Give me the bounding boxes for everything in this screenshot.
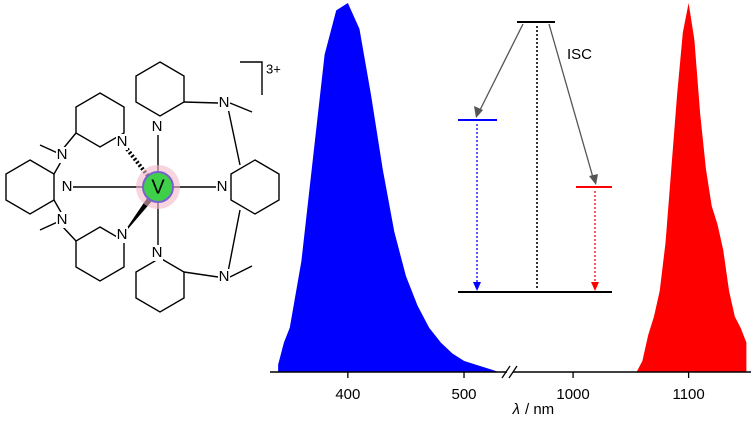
atom-bg bbox=[151, 245, 163, 261]
atom-bg bbox=[216, 179, 228, 195]
atom-label: N bbox=[117, 133, 128, 150]
x-label-unit: / nm bbox=[525, 401, 554, 418]
atom-bg bbox=[61, 179, 73, 195]
x-tick-label: 500 bbox=[451, 386, 476, 403]
atom-bg bbox=[116, 227, 128, 243]
spectrum-area bbox=[636, 3, 747, 372]
atom-label: N bbox=[219, 268, 230, 285]
atom-bg bbox=[151, 119, 163, 135]
atom-bg bbox=[218, 269, 230, 285]
x-label-symbol: λ bbox=[512, 401, 520, 418]
charge-label: 3+ bbox=[266, 61, 281, 76]
atom-bg bbox=[56, 212, 68, 228]
atom-label: N bbox=[57, 146, 68, 163]
atom-bg bbox=[116, 134, 128, 150]
atom-label: N bbox=[152, 244, 163, 261]
metal-label: V bbox=[151, 176, 165, 198]
atom-label: N bbox=[152, 118, 163, 135]
atom-label: N bbox=[217, 178, 228, 195]
atom-label: N bbox=[57, 211, 68, 228]
atom-label: N bbox=[62, 178, 73, 195]
atom-bg bbox=[56, 147, 68, 163]
x-tick-label: 400 bbox=[335, 386, 360, 403]
metal-atom bbox=[142, 171, 174, 203]
atom-label: N bbox=[117, 226, 128, 243]
x-tick-label: 1000 bbox=[556, 386, 589, 403]
x-tick-label: 1100 bbox=[672, 386, 704, 403]
spectrum-area bbox=[278, 3, 499, 372]
atom-label: N bbox=[219, 94, 230, 111]
atom-bg bbox=[218, 95, 230, 111]
isc-label: ISC bbox=[567, 46, 592, 63]
energy-diagram bbox=[458, 21, 612, 293]
